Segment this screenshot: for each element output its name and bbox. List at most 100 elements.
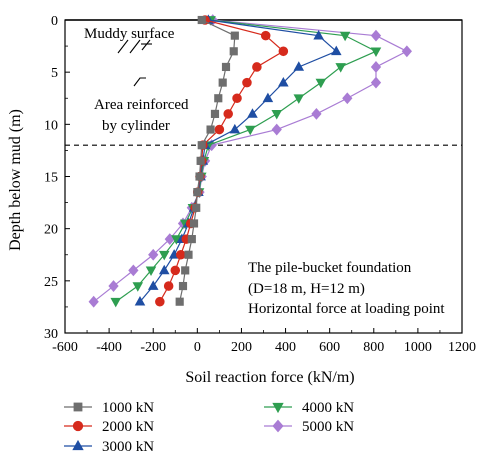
x-tick-label: 400 [275, 340, 296, 355]
data-point-s3-3 [335, 63, 346, 73]
data-point-s1-18 [155, 296, 165, 307]
legend-marker-3 [272, 402, 284, 414]
data-point-s0-4 [218, 78, 227, 87]
x-tick-label: 200 [231, 340, 252, 355]
x-tick-label: 0 [194, 340, 201, 355]
data-point-s4-17 [108, 280, 119, 292]
x-tick-label: 800 [363, 340, 384, 355]
data-point-s0-6 [210, 109, 220, 118]
data-point-s1-4 [242, 77, 252, 88]
data-point-s3-7 [244, 125, 256, 136]
data-point-s0-0 [197, 15, 206, 25]
data-point-s3-17 [132, 282, 144, 292]
data-point-s3-15 [158, 250, 170, 261]
data-point-s1-3 [252, 62, 262, 72]
legend-label-4000: 4000 kN [302, 400, 354, 416]
data-point-s0-14 [187, 235, 196, 244]
legend-marker-2 [72, 439, 84, 451]
data-point-s4-6 [311, 108, 322, 120]
data-point-s0-5 [214, 94, 223, 103]
data-point-s0-7 [206, 125, 215, 134]
legend-label-2000: 2000 kN [102, 419, 154, 435]
x-axis-title: Soil reaction force (kN/m) [185, 369, 354, 386]
y-tick-label: 5 [51, 66, 58, 81]
data-point-s3-16 [145, 266, 157, 277]
foundation-info-line3: Horizontal force at loading point [248, 301, 445, 317]
data-point-s0-13 [189, 219, 199, 228]
data-point-s0-8 [197, 141, 206, 150]
data-point-s4-1 [370, 29, 382, 42]
data-point-s2-3 [293, 61, 305, 71]
x-tick-label: 600 [319, 340, 340, 355]
data-point-s4-15 [148, 248, 159, 261]
foundation-info-line1: The pile-bucket foundation [248, 260, 412, 276]
x-tick-label: 1200 [448, 340, 476, 355]
mud-hatch-mark [141, 39, 151, 51]
x-tick-label: 1000 [404, 340, 432, 355]
data-point-s0-10 [195, 172, 204, 181]
data-point-s2-7 [229, 123, 241, 134]
data-point-s0-16 [181, 266, 190, 275]
data-point-s4-4 [370, 76, 382, 89]
muddy-surface-label: Muddy surface [84, 26, 175, 42]
data-point-s1-6 [223, 109, 233, 119]
data-point-s3-4 [315, 78, 327, 89]
data-point-s2-6 [247, 108, 258, 118]
data-point-s0-15 [184, 250, 193, 259]
x-tick-label: -600 [52, 340, 78, 355]
data-point-s1-5 [232, 93, 242, 104]
y-tick-label: 30 [44, 327, 58, 342]
data-point-s3-1 [339, 31, 351, 42]
data-point-s2-1 [313, 29, 324, 40]
legend-label-3000: 3000 kN [102, 439, 154, 455]
legend-marker-1 [72, 420, 84, 432]
data-point-s4-7 [271, 123, 282, 136]
y-axis-title: Depth below mud (m) [7, 109, 24, 251]
x-tick-label: -400 [96, 340, 122, 355]
y-tick-label: 15 [44, 171, 58, 186]
data-point-s1-15 [176, 249, 186, 260]
data-point-s2-5 [262, 92, 274, 103]
data-point-s4-2 [401, 45, 412, 58]
data-point-s4-3 [370, 61, 382, 73]
data-point-s3-6 [271, 110, 283, 120]
data-point-s0-9 [196, 156, 205, 165]
data-point-s0-12 [192, 203, 201, 212]
data-point-s2-17 [147, 280, 159, 290]
y-tick-label: 25 [44, 275, 58, 290]
data-point-s3-18 [110, 297, 122, 308]
data-point-s2-2 [331, 45, 342, 56]
data-point-s1-1 [260, 30, 271, 41]
data-point-s0-18 [175, 297, 184, 306]
data-point-s0-2 [229, 47, 238, 56]
mud-hatch-mark [129, 39, 141, 54]
data-point-s1-2 [278, 46, 289, 57]
foundation-info-line2: (D=18 m, H=12 m) [248, 281, 365, 297]
y-tick-label: 10 [44, 118, 58, 133]
data-point-s2-18 [134, 296, 146, 306]
data-point-s4-18 [88, 295, 99, 308]
data-point-s3-2 [370, 47, 382, 57]
reinforced-area-label-line1: Area reinforced [94, 97, 189, 113]
y-tick-label: 20 [44, 223, 58, 238]
reinforced-area-label-line2: by cylinder [102, 118, 170, 134]
x-tick-label: -200 [140, 340, 166, 355]
data-point-s4-16 [128, 264, 139, 277]
data-point-s2-16 [158, 264, 170, 275]
legend-label-5000: 5000 kN [302, 419, 354, 435]
mud-hatch-mark [117, 39, 129, 54]
data-point-s4-5 [342, 92, 353, 105]
legend-marker-4 [272, 419, 284, 433]
data-point-s0-1 [230, 31, 239, 40]
data-point-s1-16 [170, 265, 181, 276]
legend-label-1000: 1000 kN [102, 400, 154, 416]
data-point-s0-3 [221, 62, 231, 72]
data-point-s1-17 [163, 281, 174, 291]
data-point-s2-4 [278, 76, 289, 87]
y-tick-label: 0 [51, 14, 58, 29]
data-point-s0-17 [178, 281, 188, 291]
reinforced-pointer-mark [133, 77, 146, 87]
data-point-s1-7 [214, 124, 225, 135]
